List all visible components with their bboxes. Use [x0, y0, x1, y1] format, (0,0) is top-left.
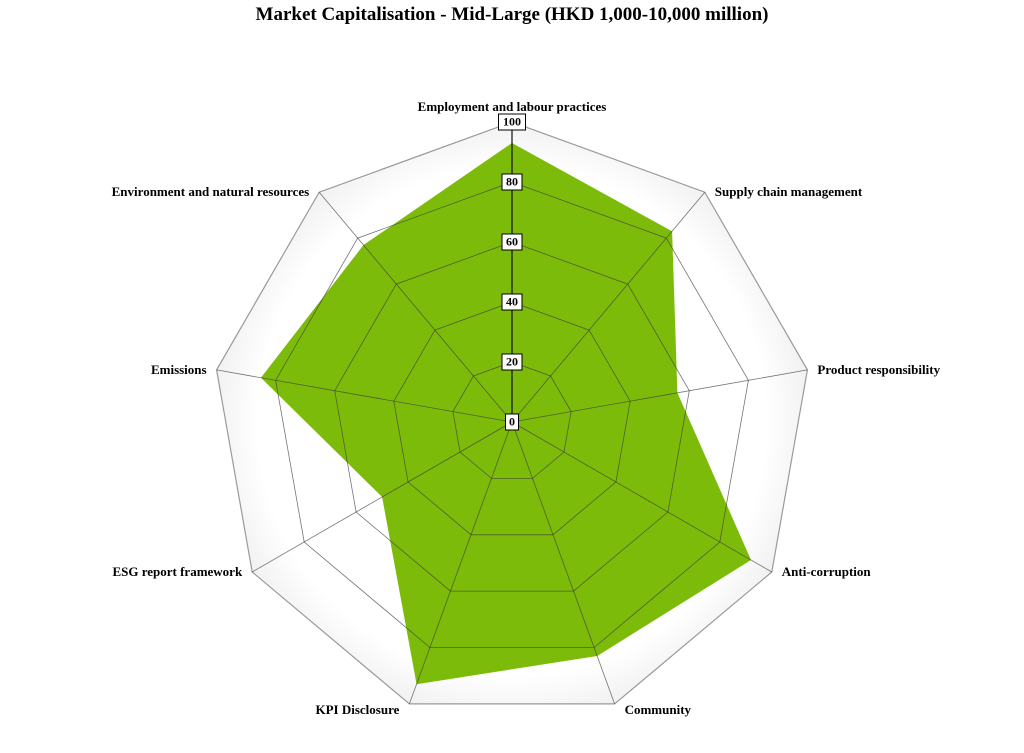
axis-label: Emissions [151, 362, 207, 377]
tick-label: 100 [498, 113, 526, 131]
grid-spoke [511, 369, 808, 423]
tick-label: 60 [501, 233, 523, 251]
tick-box [501, 353, 523, 371]
tick-label: 0 [505, 413, 519, 431]
tick-text: 0 [509, 414, 515, 428]
grid-spoke [511, 421, 615, 705]
tick-text: 20 [506, 354, 518, 368]
grid-spoke [409, 421, 513, 705]
grid-spoke [511, 421, 772, 573]
tick-box [501, 173, 523, 191]
tick-text: 40 [506, 294, 518, 308]
grid-ring [393, 301, 631, 536]
tick-label: 20 [501, 353, 523, 371]
axis-label: Anti-corruption [782, 564, 872, 579]
axis-label: ESG report framework [112, 564, 243, 579]
grid-ring [334, 241, 690, 592]
grid-ring [452, 361, 572, 479]
tick-text: 60 [506, 234, 518, 248]
grid-spoke [318, 191, 513, 423]
tick-box [498, 113, 526, 131]
tick-text: 80 [506, 174, 518, 188]
tick-text: 100 [503, 114, 521, 128]
tick-box [505, 413, 519, 431]
axis-label: Employment and labour practices [418, 99, 607, 114]
axis-label: Community [625, 702, 692, 717]
axis-label: KPI Disclosure [315, 702, 399, 717]
axis-label: Environment and natural resources [112, 184, 310, 199]
tick-label: 80 [501, 173, 523, 191]
grid-spoke [216, 369, 513, 423]
axis-label: Supply chain management [715, 184, 863, 199]
chart-title: Market Capitalisation - Mid-Large (HKD 1… [255, 4, 769, 25]
grid-spoke [511, 191, 706, 423]
grid-ring [275, 181, 749, 648]
axis-label: Product responsibility [817, 362, 940, 377]
tick-box [501, 233, 523, 251]
tick-box [501, 293, 523, 311]
grid-spoke [251, 421, 513, 573]
grid-ring [215, 121, 809, 705]
tick-label: 40 [501, 293, 523, 311]
